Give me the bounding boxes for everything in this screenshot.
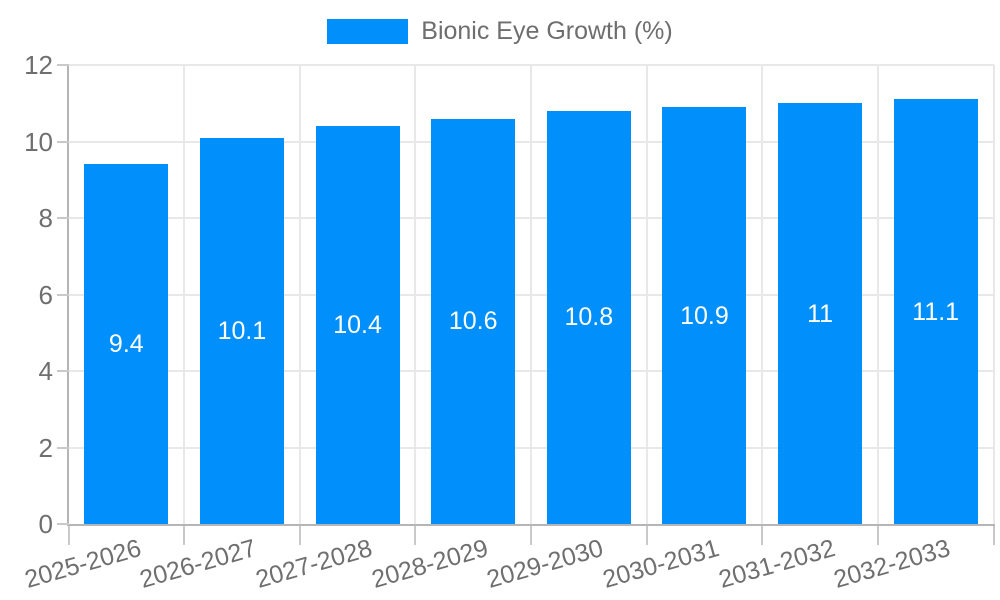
gridline-vertical [992, 65, 995, 524]
bar-value-label: 10.4 [333, 311, 382, 340]
gridline-vertical [530, 65, 532, 524]
bar-2031-2032[interactable] [778, 103, 863, 524]
legend: Bionic Eye Growth (%) [0, 17, 1000, 46]
x-axis-tick [992, 526, 995, 545]
x-axis-label: 2031-2032 [715, 534, 838, 594]
bar-2025-2026[interactable] [84, 164, 169, 524]
x-axis-label: 2027-2028 [252, 534, 376, 594]
x-axis-tick [183, 526, 186, 545]
gridline-vertical [645, 65, 648, 524]
gridline-vertical [298, 65, 301, 524]
bar-2029-2030[interactable] [546, 110, 631, 524]
y-axis-tick [56, 64, 69, 66]
bar-2026-2027[interactable] [199, 137, 284, 524]
x-axis-label: 2030-2031 [599, 534, 723, 594]
x-axis-tick [298, 526, 301, 545]
x-axis-line [67, 524, 995, 526]
x-axis-label: 2032-2033 [830, 534, 954, 594]
bar-value-label: 9.4 [108, 330, 144, 359]
gridline-vertical [761, 65, 764, 524]
legend-item-bionic-eye-growth[interactable]: Bionic Eye Growth (%) [327, 17, 673, 46]
y-axis-label: 0 [38, 509, 53, 539]
x-axis-tick [414, 526, 417, 545]
y-axis-label: 10 [24, 126, 53, 157]
x-axis-label: 2026-2027 [137, 534, 260, 594]
bar-2030-2031[interactable] [662, 107, 747, 524]
y-axis-tick [56, 523, 69, 525]
bar-value-label: 10.1 [217, 316, 267, 345]
y-axis-label: 6 [38, 279, 53, 310]
gridline-vertical [414, 65, 417, 524]
y-axis-label: 4 [38, 356, 53, 386]
legend-swatch-icon [327, 19, 409, 44]
x-axis-tick [530, 526, 532, 545]
bar-value-label: 11.1 [912, 297, 960, 326]
x-axis-tick [761, 526, 764, 545]
x-axis-label: 2025-2026 [21, 534, 145, 594]
bar-value-label: 10.6 [448, 307, 498, 336]
y-axis-label: 2 [38, 432, 53, 463]
legend-label: Bionic Eye Growth (%) [421, 17, 673, 45]
bar-value-label: 10.9 [680, 301, 729, 330]
x-axis-tick [876, 526, 879, 545]
bar-value-label: 11 [807, 299, 834, 328]
y-axis-label: 8 [38, 203, 53, 233]
y-axis-tick [56, 140, 69, 143]
x-axis-label: 2028-2029 [368, 534, 491, 594]
x-axis-tick [645, 526, 648, 545]
x-axis-label: 2029-2030 [483, 534, 607, 594]
y-axis-tick [56, 293, 69, 296]
x-axis-tick [67, 526, 70, 545]
y-axis-tick [56, 217, 69, 219]
gridline-vertical [876, 65, 879, 524]
bar-2032-2033[interactable] [893, 99, 978, 524]
bar-value-label: 10.8 [564, 303, 614, 332]
gridline-vertical [183, 65, 186, 524]
bar-2028-2029[interactable] [431, 118, 516, 524]
y-axis-tick [56, 370, 69, 372]
y-axis-tick [56, 446, 69, 449]
bar-2027-2028[interactable] [315, 126, 400, 524]
y-axis-label: 12 [24, 50, 53, 80]
